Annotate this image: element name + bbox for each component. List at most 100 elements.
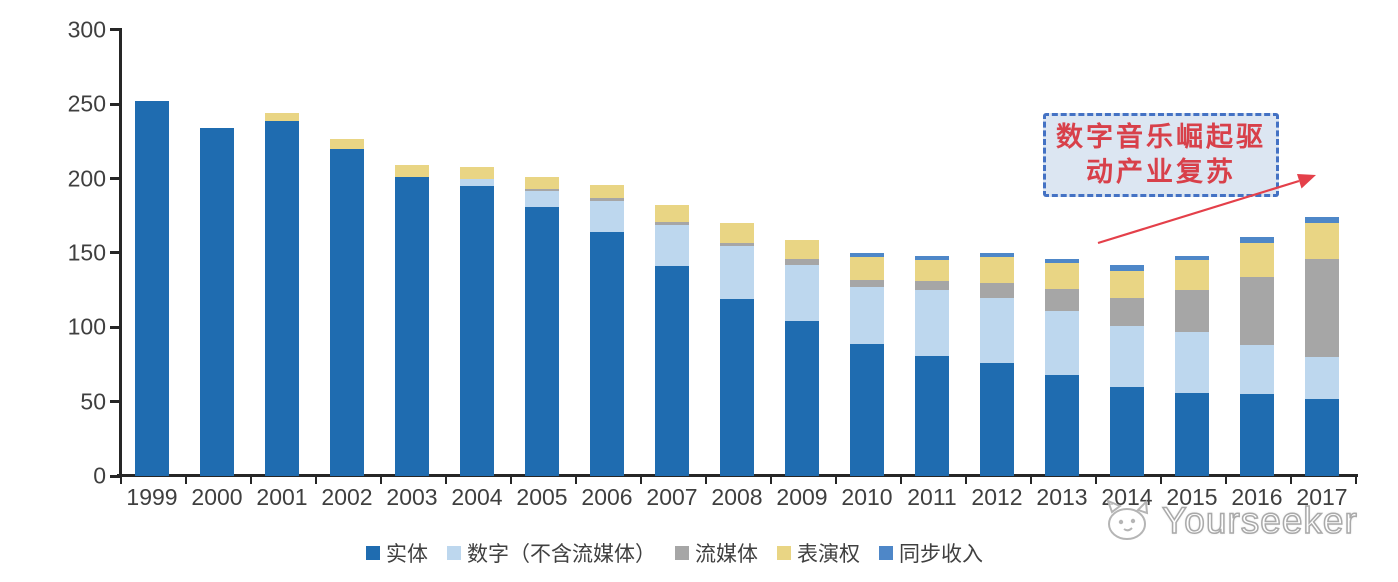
x-tick-mark: [314, 476, 317, 484]
bar-segment-2014: [1110, 270, 1144, 298]
legend: 实体 数字（不含流媒体） 流媒体 表演权 同步收入: [366, 538, 983, 568]
x-tick-mark: [964, 476, 967, 484]
x-tick-label: 2001: [256, 484, 308, 510]
bar-segment-2014: [1110, 264, 1144, 271]
x-tick-label: 2017: [1296, 484, 1348, 510]
x-tick-label: 2002: [321, 484, 373, 510]
bar-segment-2013: [1045, 263, 1079, 289]
bar-segment-2005: [525, 177, 559, 190]
x-tick-mark: [704, 476, 707, 484]
legend-swatch-icon: [366, 546, 380, 560]
y-tick-mark: [110, 28, 120, 32]
bar-segment-2012: [980, 252, 1014, 258]
bar-segment-2015: [1175, 255, 1209, 261]
bar-segment-2012: [980, 297, 1014, 363]
x-tick-mark: [379, 476, 382, 484]
bar-segment-2007: [655, 205, 689, 222]
y-tick-mark: [110, 251, 120, 255]
x-tick-mark: [509, 476, 512, 484]
bar-segment-2000: [200, 128, 234, 476]
bar-segment-2010: [850, 279, 884, 288]
y-tick-label: 200: [67, 165, 106, 192]
y-tick-label: 150: [67, 239, 106, 266]
bar-segment-2014: [1110, 325, 1144, 387]
bar-segment-2007: [655, 224, 689, 267]
bar-segment-2016: [1240, 276, 1274, 346]
bar-segment-2006: [590, 200, 624, 233]
bar-segment-2007: [655, 266, 689, 476]
bar-segment-2017: [1305, 223, 1339, 259]
x-tick-mark: [184, 476, 187, 484]
bar-segment-2017: [1305, 398, 1339, 476]
x-tick-mark: [899, 476, 902, 484]
x-tick-mark: [1354, 476, 1357, 484]
x-tick-mark: [444, 476, 447, 484]
bar-segment-2010: [850, 257, 884, 280]
cat-logo-icon: [1106, 499, 1149, 540]
legend-label: 表演权: [797, 542, 860, 566]
x-tick-label: 2006: [581, 484, 633, 510]
bar-segment-2015: [1175, 260, 1209, 291]
bar-segment-2008: [720, 245, 754, 300]
annotation-line1: 数字音乐崛起驱: [1056, 122, 1266, 152]
x-tick-mark: [574, 476, 577, 484]
bar-segment-2010: [850, 252, 884, 258]
x-tick-label: 2004: [451, 484, 503, 510]
y-tick-label: 300: [67, 16, 106, 43]
bar-segment-2017: [1305, 258, 1339, 358]
legend-item: 流媒体: [675, 538, 758, 568]
bar-segment-2014: [1110, 386, 1144, 476]
legend-item: 同步收入: [879, 538, 983, 568]
bar-segment-1999: [135, 101, 169, 476]
legend-label: 数字（不含流媒体）: [467, 542, 656, 566]
x-tick-mark: [249, 476, 252, 484]
bar-segment-2014: [1110, 297, 1144, 326]
x-tick-label: 2005: [516, 484, 568, 510]
y-tick-label: 100: [67, 313, 106, 340]
legend-label: 同步收入: [899, 542, 983, 566]
y-axis-line: [119, 28, 122, 478]
x-tick-label: 2000: [191, 484, 243, 510]
bar-segment-2012: [980, 363, 1014, 476]
annotation-callout: 数字音乐崛起驱 动产业复苏: [1043, 113, 1279, 197]
bar-segment-2008: [720, 223, 754, 243]
bar-segment-2009: [785, 239, 819, 259]
annotation-line2: 动产业复苏: [1086, 157, 1236, 187]
x-tick-label: 2008: [711, 484, 763, 510]
x-tick-label: 2003: [386, 484, 438, 510]
bar-segment-2006: [590, 184, 624, 198]
bar-segment-2009: [785, 264, 819, 322]
y-tick-mark: [110, 474, 120, 478]
y-tick-mark: [110, 177, 120, 181]
bar-segment-2015: [1175, 392, 1209, 476]
bar-segment-2008: [720, 242, 754, 246]
bar-segment-2015: [1175, 331, 1209, 393]
legend-item: 实体: [366, 538, 428, 568]
y-tick-mark: [110, 325, 120, 329]
bar-segment-2011: [915, 260, 949, 282]
bar-segment-2010: [850, 343, 884, 476]
x-tick-label: 2013: [1036, 484, 1088, 510]
x-tick-label: 2010: [841, 484, 893, 510]
bar-segment-2001: [265, 120, 299, 476]
legend-item: 表演权: [777, 538, 860, 568]
bar-segment-2003: [395, 177, 429, 476]
x-tick-label: 2009: [776, 484, 828, 510]
bar-segment-2003: [395, 165, 429, 178]
x-tick-mark: [769, 476, 772, 484]
x-tick-mark: [1094, 476, 1097, 484]
bar-segment-2004: [460, 178, 494, 187]
watermark: Yourseeker: [1100, 498, 1358, 544]
bar-segment-2013: [1045, 258, 1079, 264]
bar-segment-2011: [915, 290, 949, 356]
legend-item: 数字（不含流媒体）: [447, 538, 656, 568]
x-tick-mark: [834, 476, 837, 484]
legend-swatch-icon: [777, 546, 791, 560]
x-tick-label: 1999: [126, 484, 178, 510]
x-tick-label: 2016: [1231, 484, 1283, 510]
x-tick-label: 2007: [646, 484, 698, 510]
bar-segment-2016: [1240, 242, 1274, 277]
bar-segment-2011: [915, 255, 949, 261]
y-tick-label: 50: [80, 388, 106, 415]
bar-segment-2001: [265, 113, 299, 121]
